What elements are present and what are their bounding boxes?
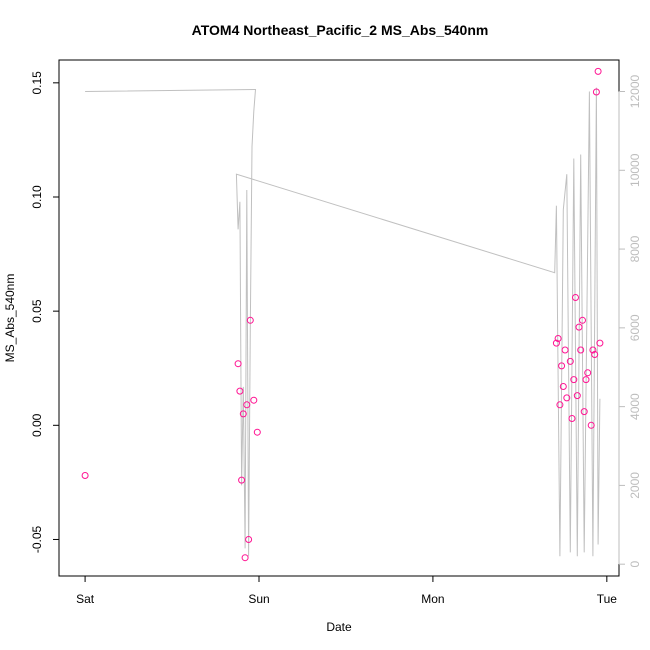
data-point-15 <box>559 383 567 390</box>
data-point-21 <box>572 294 579 301</box>
data-point-25 <box>579 316 586 324</box>
data-point-0 <box>81 472 89 479</box>
y2-tick-label-6: 12000 <box>628 75 642 109</box>
data-point-13 <box>556 401 564 409</box>
y2-tick-label-5: 10000 <box>628 153 642 187</box>
y2-tick-label-1: 2000 <box>628 472 642 499</box>
data-point-9 <box>250 396 258 404</box>
data-point-19 <box>568 415 576 422</box>
data-point-16 <box>561 346 569 354</box>
x-axis-label: Date <box>326 620 352 634</box>
y-tick-label-2: 0.05 <box>30 299 44 323</box>
secondary-series-line <box>85 87 601 557</box>
y-tick-label-0: -0.05 <box>30 525 44 553</box>
data-point-20 <box>570 376 578 384</box>
data-point-2 <box>236 387 244 395</box>
data-point-10 <box>253 428 261 436</box>
y-axis-label: MS_Abs_540nm <box>3 274 17 363</box>
secondary-line-layer <box>85 87 601 557</box>
data-point-33 <box>594 67 602 75</box>
data-point-7 <box>245 536 253 543</box>
data-point-4 <box>239 410 247 418</box>
data-point-12 <box>554 335 562 342</box>
data-point-22 <box>573 392 581 400</box>
data-point-18 <box>566 357 574 365</box>
x-axis: Sat Sun Mon Tue <box>76 575 618 606</box>
x-tick-label-3: Tue <box>597 592 618 606</box>
y2-tick-label-4: 8000 <box>628 235 642 262</box>
y2-tick-label-0: 0 <box>628 561 642 568</box>
data-point-31 <box>591 351 599 358</box>
y-tick-label-4: 0.15 <box>30 71 44 95</box>
chart-title: ATOM4 Northeast_Pacific_2 MS_Abs_540nm <box>192 22 489 38</box>
data-point-23 <box>575 323 583 331</box>
data-point-32 <box>592 88 600 96</box>
data-point-29 <box>587 421 595 429</box>
data-point-24 <box>577 346 585 354</box>
x-tick-label-2: Mon <box>421 592 444 606</box>
data-point-30 <box>589 346 597 354</box>
x-tick-label-1: Sun <box>248 592 269 606</box>
data-point-3 <box>238 476 246 484</box>
data-point-11 <box>552 339 560 347</box>
y-axis: -0.05 0.00 0.05 0.10 0.15 <box>30 71 60 553</box>
y2-tick-label-2: 4000 <box>628 393 642 420</box>
y2-tick-label-3: 6000 <box>628 314 642 341</box>
data-point-1 <box>234 360 242 368</box>
data-point-6 <box>243 401 251 409</box>
data-point-8 <box>246 316 254 324</box>
data-point-26 <box>580 408 588 416</box>
data-point-14 <box>558 362 566 370</box>
data-point-5 <box>241 554 249 562</box>
data-point-27 <box>582 376 590 384</box>
points-layer <box>81 67 604 562</box>
y-tick-label-3: 0.10 <box>30 185 44 209</box>
y-tick-label-1: 0.00 <box>30 413 44 437</box>
y2-axis: 0 2000 4000 6000 8000 10000 12000 <box>618 75 642 568</box>
data-point-34 <box>596 339 604 347</box>
data-point-17 <box>563 394 571 402</box>
x-tick-label-0: Sat <box>76 592 95 606</box>
data-point-28 <box>584 369 592 377</box>
